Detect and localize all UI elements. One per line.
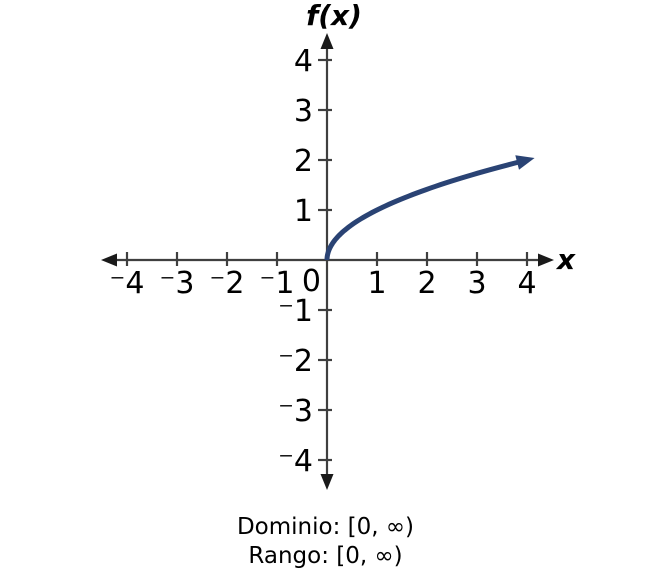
- x-tick-label: ⁻2: [210, 266, 245, 301]
- x-tick-label: 3: [467, 266, 486, 301]
- x-axis-arrow-right: [538, 253, 554, 267]
- x-tick-label: ⁻4: [110, 266, 145, 301]
- y-tick-label: 1: [294, 194, 313, 229]
- y-tick-label: 3: [294, 94, 313, 129]
- x-tick-label: 2: [417, 266, 436, 301]
- x-axis-arrow-left: [101, 253, 117, 267]
- x-tick-label: ⁻1: [260, 266, 295, 301]
- y-axis-arrow-top: [320, 33, 334, 49]
- y-tick-label: ⁻3: [278, 394, 313, 429]
- y-tick-label: 2: [294, 144, 313, 179]
- curve-arrowhead: [515, 155, 535, 170]
- x-axis-title: x: [555, 243, 576, 276]
- sqrt-curve: [324, 159, 521, 261]
- x-tick-label: ⁻3: [160, 266, 195, 301]
- caption-block: Dominio: [0, ∞) Rango: [0, ∞): [0, 513, 651, 571]
- y-axis-arrow-bottom: [320, 474, 334, 490]
- x-tick-label: 1: [367, 266, 386, 301]
- range-caption: Rango: [0, ∞): [248, 543, 403, 569]
- domain-caption: Dominio: [0, ∞): [236, 514, 415, 540]
- origin-label: 0: [302, 264, 321, 299]
- x-tick-label: 4: [517, 266, 536, 301]
- y-tick-label: ⁻1: [278, 294, 313, 329]
- y-tick-label: ⁻4: [278, 444, 313, 479]
- y-tick-label: ⁻2: [278, 344, 313, 379]
- y-tick-label: 4: [294, 44, 313, 79]
- y-axis-title: f(x): [306, 0, 362, 32]
